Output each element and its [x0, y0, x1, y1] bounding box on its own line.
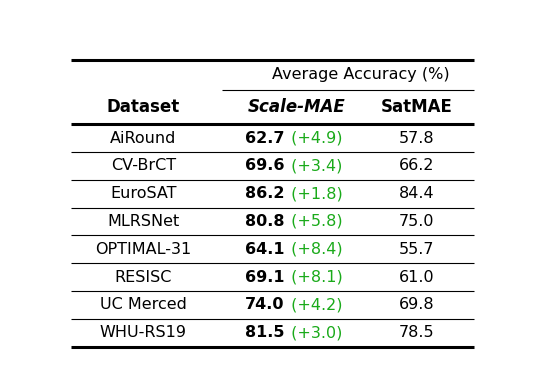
- Text: Scale-MAE: Scale-MAE: [248, 98, 345, 116]
- Text: 69.1: 69.1: [245, 270, 284, 284]
- Text: EuroSAT: EuroSAT: [110, 186, 177, 201]
- Text: AiRound: AiRound: [110, 131, 177, 146]
- Text: 57.8: 57.8: [399, 131, 434, 146]
- Text: (+8.4): (+8.4): [286, 242, 343, 257]
- Text: MLRSNet: MLRSNet: [107, 214, 179, 229]
- Text: Dataset: Dataset: [107, 98, 180, 116]
- Text: 55.7: 55.7: [399, 242, 434, 257]
- Text: RESISC: RESISC: [115, 270, 172, 284]
- Text: 69.8: 69.8: [399, 297, 434, 312]
- Text: (+4.2): (+4.2): [286, 297, 343, 312]
- Text: 61.0: 61.0: [399, 270, 434, 284]
- Text: 66.2: 66.2: [399, 158, 434, 173]
- Text: 62.7: 62.7: [245, 131, 284, 146]
- Text: (+4.9): (+4.9): [286, 131, 343, 146]
- Text: SatMAE: SatMAE: [381, 98, 452, 116]
- Text: Average Accuracy (%): Average Accuracy (%): [272, 68, 450, 82]
- Text: 74.0: 74.0: [245, 297, 284, 312]
- Text: WHU-RS19: WHU-RS19: [100, 325, 187, 340]
- Text: 80.8: 80.8: [245, 214, 284, 229]
- Text: (+3.4): (+3.4): [286, 158, 342, 173]
- Text: (+3.0): (+3.0): [286, 325, 342, 340]
- Text: UC Merced: UC Merced: [100, 297, 187, 312]
- Text: 78.5: 78.5: [399, 325, 434, 340]
- Text: 84.4: 84.4: [399, 186, 434, 201]
- Text: 75.0: 75.0: [399, 214, 434, 229]
- Text: (+8.1): (+8.1): [286, 270, 343, 284]
- Text: CV-BrCT: CV-BrCT: [111, 158, 176, 173]
- Text: 81.5: 81.5: [245, 325, 284, 340]
- Text: 64.1: 64.1: [245, 242, 284, 257]
- Text: 86.2: 86.2: [245, 186, 284, 201]
- Text: OPTIMAL-31: OPTIMAL-31: [95, 242, 191, 257]
- Text: (+5.8): (+5.8): [286, 214, 343, 229]
- Text: 69.6: 69.6: [245, 158, 284, 173]
- Text: (+1.8): (+1.8): [286, 186, 343, 201]
